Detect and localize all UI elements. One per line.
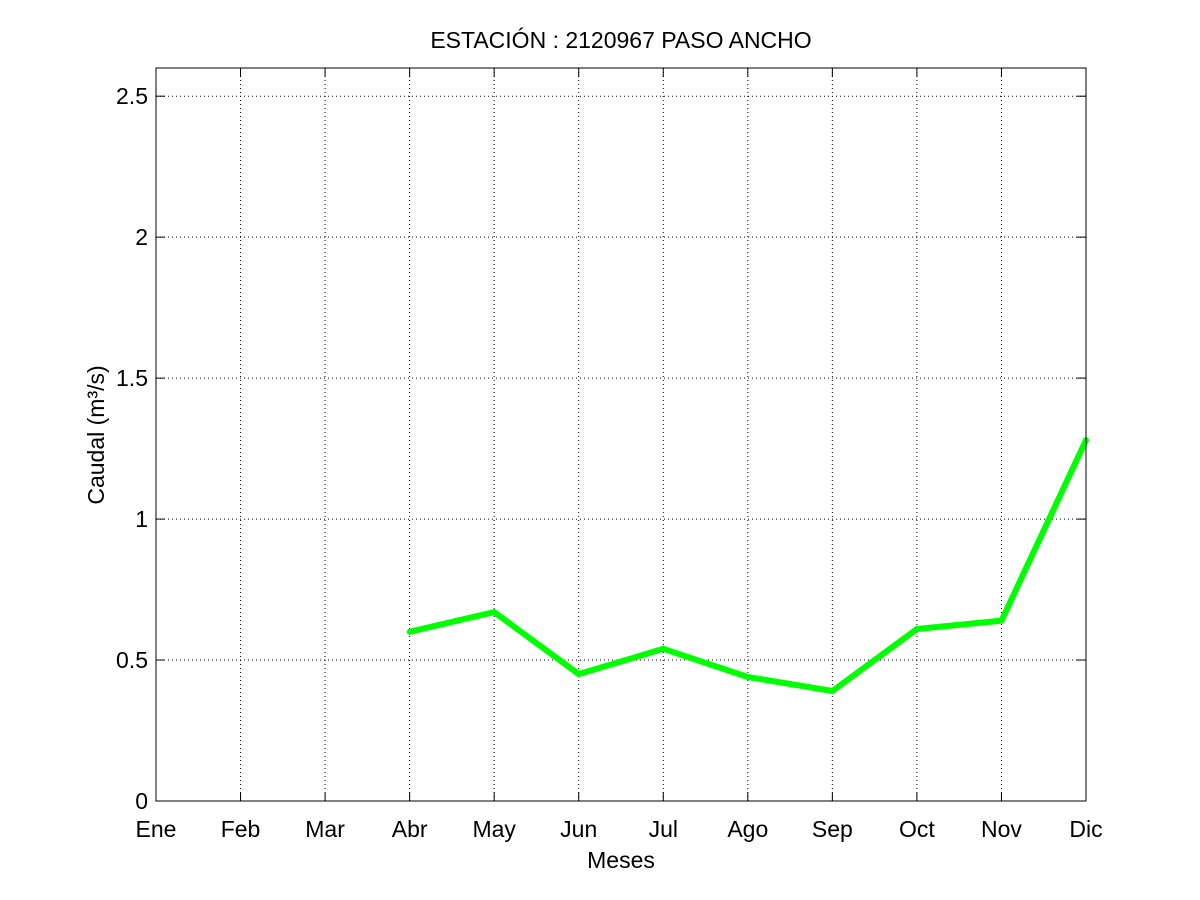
x-tick-label: Ene (136, 816, 177, 842)
x-tick-label: Oct (899, 816, 935, 842)
data-point (913, 626, 920, 633)
y-tick-labels: 0 0.5 1 1.5 2 2.5 (116, 83, 148, 814)
y-tick-label: 2 (135, 224, 148, 250)
y-tick-label: 2.5 (116, 83, 148, 109)
x-tick-label: Nov (981, 816, 1022, 842)
x-tick-labels: Ene Feb Mar Abr May Jun Jul Ago Sep Oct Nov Dic (136, 816, 1103, 842)
chart-title: ESTACIÓN : 2120967 PASO ANCHO (430, 27, 811, 53)
data-point (491, 609, 498, 616)
x-tick-label: Mar (305, 816, 345, 842)
x-axis-label: Meses (587, 847, 655, 873)
y-tick-label: 1.5 (116, 365, 148, 391)
x-tick-label: Ago (727, 816, 768, 842)
data-point (829, 688, 836, 695)
x-tick-label: Sep (812, 816, 853, 842)
x-tick-label: Jun (560, 816, 597, 842)
plot-frame (155, 67, 1087, 802)
plot-area (156, 68, 1086, 801)
data-point (406, 628, 413, 635)
data-point (575, 671, 582, 678)
data-point (744, 673, 751, 680)
x-tick-label: Dic (1069, 816, 1102, 842)
x-tick-label: Jul (649, 816, 678, 842)
series-layer (406, 437, 1089, 695)
y-axis-label: Caudal (m³/s) (83, 365, 109, 504)
y-tick-label: 0.5 (116, 647, 148, 673)
y-tick-label: 1 (135, 506, 148, 532)
data-point (998, 617, 1005, 624)
y-tick-label: 0 (135, 788, 148, 814)
x-tick-label: May (472, 816, 516, 842)
x-tick-label: Abr (392, 816, 428, 842)
x-tick-label: Feb (221, 816, 261, 842)
data-point (660, 645, 667, 652)
